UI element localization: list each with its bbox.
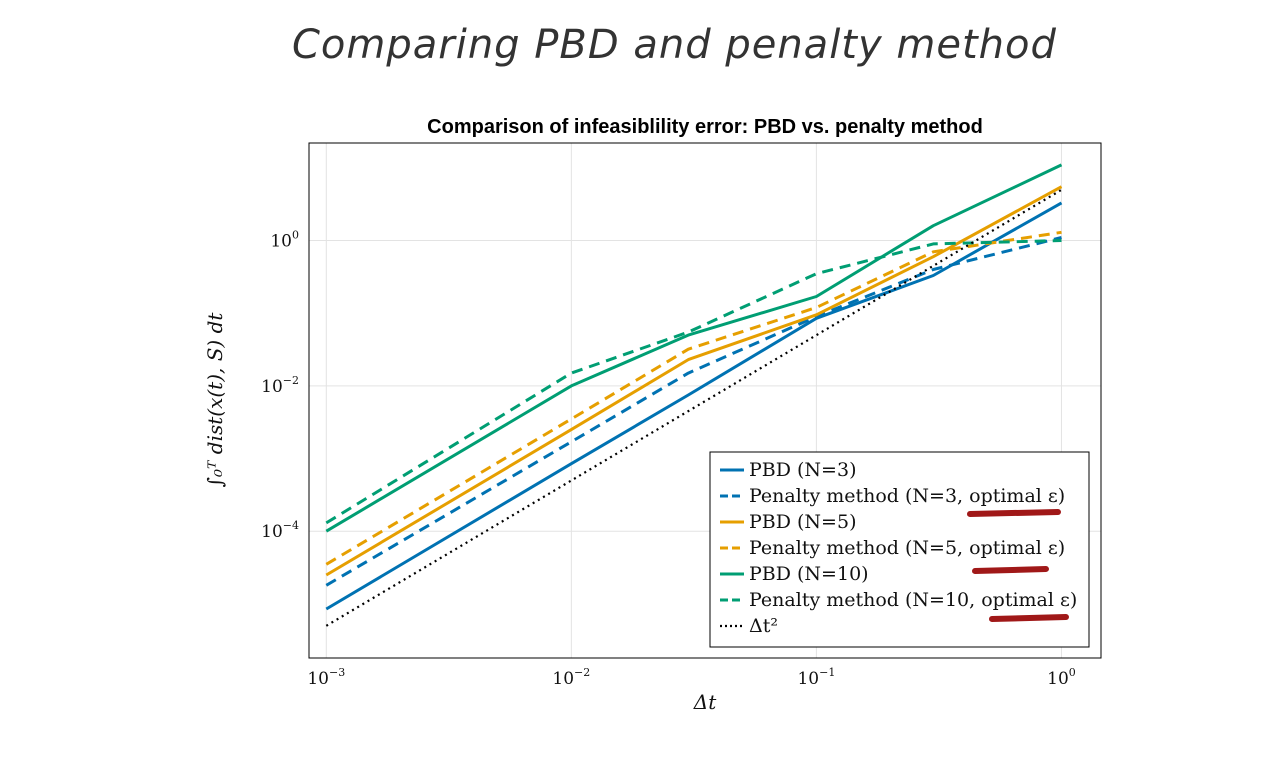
series-line-2 bbox=[325, 236, 1062, 587]
y-tick-exponent: 0 bbox=[292, 229, 299, 242]
series-line-7 bbox=[325, 188, 1063, 627]
y-tick-label: 100 bbox=[270, 229, 299, 252]
legend-box bbox=[709, 451, 1090, 648]
red-marker-scribble bbox=[989, 614, 1069, 622]
y-tick-exponent: −2 bbox=[283, 374, 299, 387]
y-axis-label-group: ∫₀ᵀ dist(x(t), S) dt bbox=[203, 312, 227, 488]
legend-entry-label: PBD (N=3) bbox=[749, 459, 856, 481]
y-tick-label: 10−4 bbox=[261, 519, 299, 542]
legend-entry-label: Penalty method (N=3, optimal ε) bbox=[749, 485, 1065, 507]
y-tick-label: 10−2 bbox=[261, 374, 299, 397]
legend-entry-label: Penalty method (N=10, optimal ε) bbox=[749, 589, 1077, 611]
x-tick-label: 10−3 bbox=[307, 666, 345, 689]
legend-entry-label: PBD (N=5) bbox=[749, 511, 856, 533]
x-tick-exponent: −2 bbox=[574, 666, 590, 679]
x-tick-exponent: 0 bbox=[1069, 666, 1076, 679]
x-tick-label: 100 bbox=[1047, 666, 1076, 689]
red-marker-scribble bbox=[972, 566, 1049, 574]
y-tick-base: 10 bbox=[261, 377, 283, 397]
x-axis-label: Δt bbox=[693, 690, 717, 714]
series-line-5 bbox=[325, 163, 1063, 533]
y-tick-base: 10 bbox=[270, 232, 292, 252]
series-layer bbox=[325, 163, 1063, 627]
x-tick-label: 10−1 bbox=[797, 666, 835, 689]
x-tick-exponent: −1 bbox=[819, 666, 835, 679]
handwritten-title: Comparing PBD and penalty method bbox=[292, 22, 1057, 68]
y-tick-base: 10 bbox=[261, 522, 283, 542]
plot-frame bbox=[308, 142, 1102, 659]
chart-title: Comparison of infeasiblility error: PBD … bbox=[427, 116, 983, 138]
x-tick-exponent: −3 bbox=[329, 666, 345, 679]
x-tick-base: 10 bbox=[1047, 669, 1069, 689]
x-tick-base: 10 bbox=[307, 669, 329, 689]
series-line-4 bbox=[325, 230, 1062, 566]
series-line-6 bbox=[325, 239, 1062, 525]
x-tick-base: 10 bbox=[552, 669, 574, 689]
red-marker-scribble bbox=[967, 509, 1061, 517]
legend-entry-label: PBD (N=10) bbox=[749, 563, 869, 585]
legend-entry-label: Δt² bbox=[749, 615, 778, 637]
series-line-3 bbox=[325, 185, 1063, 577]
x-tick-label: 10−2 bbox=[552, 666, 590, 689]
x-tick-base: 10 bbox=[797, 669, 819, 689]
legend-entry-label: Penalty method (N=5, optimal ε) bbox=[749, 537, 1065, 559]
y-tick-exponent: −4 bbox=[283, 519, 299, 532]
y-axis-label: ∫₀ᵀ dist(x(t), S) dt bbox=[203, 312, 227, 488]
legend: PBD (N=3) Penalty method (N=3, optimal ε)… bbox=[709, 451, 1090, 648]
